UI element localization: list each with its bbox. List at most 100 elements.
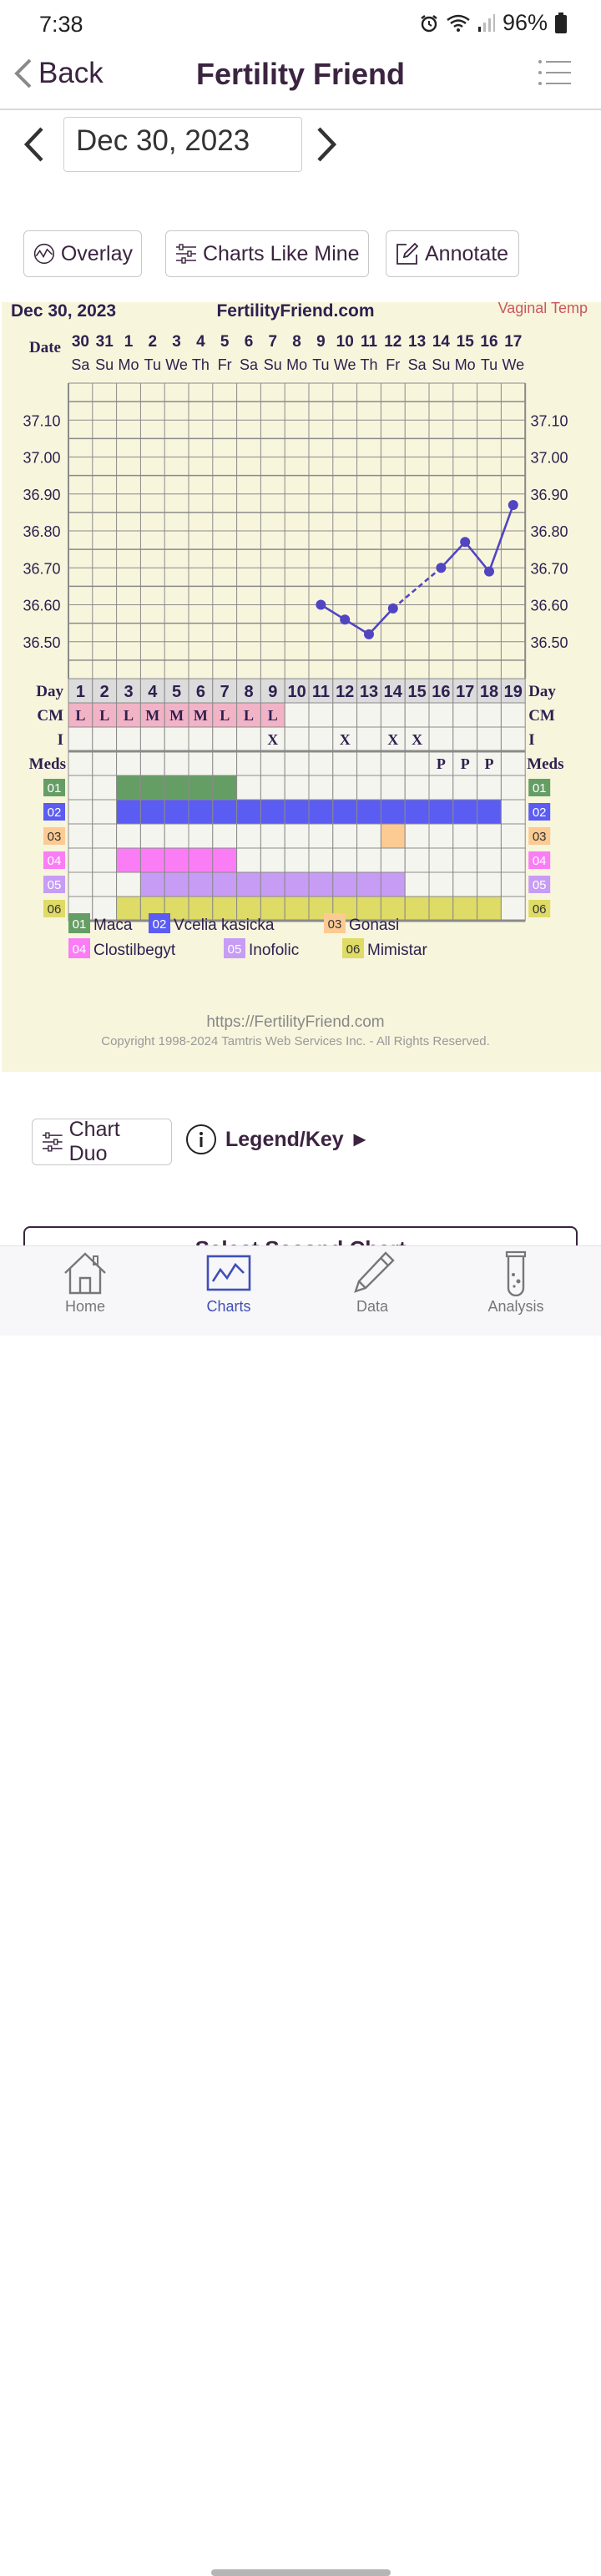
- i-cell: [356, 726, 381, 752]
- legend-key-link[interactable]: Legend/Key ►: [185, 1124, 370, 1155]
- med-legend-code: 06: [346, 942, 361, 957]
- day-cell: [139, 678, 165, 704]
- tab-data[interactable]: Data: [322, 1250, 422, 1316]
- weekday-label: Su: [264, 356, 282, 373]
- med-cell: [164, 775, 189, 801]
- weekday-label: Tu: [481, 356, 497, 373]
- med-cell: [212, 896, 238, 922]
- meds-cell: [500, 750, 526, 776]
- cm-value: L: [220, 707, 230, 724]
- med-cell: [428, 799, 454, 825]
- info-icon: [186, 1124, 216, 1154]
- status-time: 7:38: [39, 12, 83, 37]
- med-cell: [500, 799, 526, 825]
- temp-tick-left: 36.60: [23, 598, 60, 614]
- weekday-label: We: [334, 356, 356, 373]
- date-number: 11: [361, 333, 378, 351]
- weekday-label: Mo: [118, 356, 139, 373]
- annotate-button[interactable]: Annotate: [386, 230, 519, 277]
- date-number: 4: [196, 333, 205, 351]
- cm-value: M: [169, 707, 184, 724]
- i-cell: [284, 726, 310, 752]
- overlay-button[interactable]: Overlay: [23, 230, 142, 277]
- tab-home[interactable]: Home: [35, 1250, 135, 1316]
- date-number: 13: [408, 333, 426, 351]
- med-code-right: 03: [533, 830, 547, 844]
- date-field[interactable]: Dec 30, 2023: [63, 117, 302, 172]
- med-cell: [188, 799, 214, 825]
- previous-date-button[interactable]: [22, 125, 47, 164]
- i-cell: [212, 726, 238, 752]
- med-cell: [116, 823, 141, 849]
- wifi-icon: [447, 14, 470, 32]
- med-code-badge: [43, 851, 65, 869]
- day-cell: [212, 678, 238, 704]
- med-cell: [477, 896, 502, 922]
- weekday-label: Fr: [386, 356, 400, 373]
- tab-analysis[interactable]: Analysis: [466, 1250, 566, 1316]
- date-number: 8: [292, 333, 301, 351]
- med-cell: [212, 847, 238, 873]
- med-cell: [92, 896, 118, 922]
- med-cell: [500, 775, 526, 801]
- med-cell: [284, 775, 310, 801]
- med-cell: [308, 799, 334, 825]
- med-cell: [356, 847, 381, 873]
- med-code: 05: [48, 878, 62, 892]
- med-cell: [236, 775, 261, 801]
- med-code-badge: [43, 779, 65, 796]
- weekday-label: Th: [192, 356, 210, 373]
- cm-value: L: [244, 707, 254, 724]
- med-cell: [188, 823, 214, 849]
- med-cell: [260, 823, 285, 849]
- day-number: 9: [268, 683, 277, 701]
- med-legend-code: 02: [153, 917, 167, 932]
- temp-point: [340, 614, 351, 625]
- day-row-label-right: Day: [528, 683, 556, 700]
- day-cell: [404, 678, 430, 704]
- med-cell: [452, 896, 478, 922]
- med-legend-name: Mimistar: [367, 942, 427, 959]
- temp-type-label: Vaginal Temp: [498, 302, 588, 316]
- next-date-button[interactable]: [314, 125, 339, 164]
- charts-like-mine-button[interactable]: Charts Like Mine: [165, 230, 369, 277]
- day-number: 11: [312, 683, 330, 701]
- tab-charts[interactable]: Charts: [179, 1250, 279, 1316]
- med-cell: [236, 871, 261, 897]
- day-number: 7: [220, 683, 230, 701]
- med-cell: [164, 847, 189, 873]
- i-cell: [428, 726, 454, 752]
- med-cell: [212, 775, 238, 801]
- menu-icon[interactable]: [538, 58, 573, 87]
- temp-tick-left: 36.90: [23, 487, 60, 503]
- back-button[interactable]: Back: [12, 57, 104, 90]
- cm-cell: [404, 702, 430, 728]
- day-number: 16: [432, 683, 450, 701]
- i-cell: [116, 726, 141, 752]
- top-nav: Back Fertility Friend: [0, 50, 601, 110]
- med-cell: [164, 823, 189, 849]
- day-number: 3: [124, 683, 133, 701]
- date-number: 10: [336, 333, 354, 351]
- temp-tick-left: 36.70: [23, 560, 60, 577]
- med-cell: [404, 847, 430, 873]
- temp-tick-right: 37.00: [530, 450, 568, 467]
- med-cell: [404, 799, 430, 825]
- med-cell: [308, 775, 334, 801]
- meds-cell: [332, 750, 358, 776]
- med-code-right: 01: [533, 781, 547, 796]
- med-cell: [308, 847, 334, 873]
- home-icon: [64, 1252, 106, 1295]
- med-cell: [212, 799, 238, 825]
- med-code-right: 02: [533, 806, 547, 820]
- temp-point: [484, 566, 494, 577]
- chart-duo-button[interactable]: Chart Duo: [32, 1118, 172, 1165]
- signal-icon: [477, 13, 495, 32]
- day-number: 6: [196, 683, 205, 701]
- med-cell: [188, 775, 214, 801]
- date-number: 9: [316, 333, 326, 351]
- i-row-label-right: I: [528, 731, 534, 749]
- weekday-label: Su: [432, 356, 450, 373]
- intercourse-mark: X: [267, 731, 278, 748]
- cm-row-label-right: CM: [528, 707, 555, 725]
